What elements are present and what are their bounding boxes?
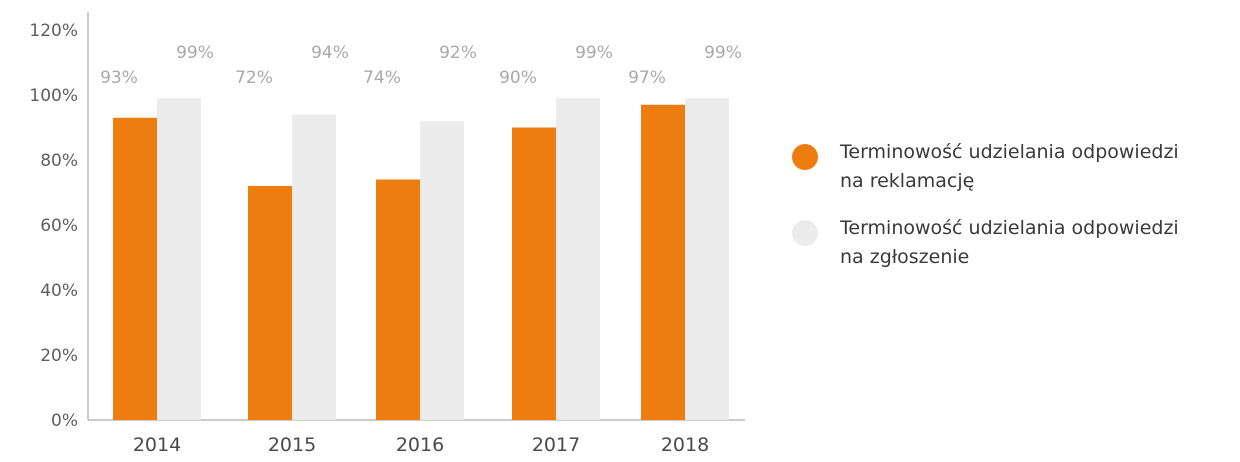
bar-zgloszenia	[157, 98, 201, 420]
x-tick-label: 2014	[133, 434, 181, 456]
x-tick-label: 2016	[396, 434, 444, 456]
bar-zgloszenia	[685, 98, 729, 420]
data-label: 92%	[439, 43, 477, 63]
bar-reklamacje	[376, 179, 420, 420]
bar-reklamacje	[512, 127, 556, 420]
legend-label-line2: na zgłoszenie	[840, 246, 970, 268]
legend-label: Terminowość udzielania odpowiedzi na rek…	[840, 138, 1235, 196]
legend-label-line1: Terminowość udzielania odpowiedzi	[840, 141, 1179, 163]
x-tick-label: 2017	[532, 434, 580, 456]
data-label: 74%	[363, 68, 401, 88]
data-label: 90%	[499, 68, 537, 88]
y-tick-label: 40%	[40, 281, 78, 301]
bar-zgloszenia	[420, 121, 464, 420]
chart-plot: 0% 20% 40% 60% 80% 100% 120% 93% 99% 2014 72% 94% 20…	[29, 12, 745, 456]
y-tick-label: 80%	[40, 151, 78, 171]
y-tick-label: 0%	[51, 411, 78, 431]
bar-chart: 0% 20% 40% 60% 80% 100% 120% 93% 99% 2014 72% 94% 20…	[29, 12, 745, 456]
data-label: 99%	[575, 43, 613, 63]
data-label: 72%	[235, 68, 273, 88]
data-label: 94%	[311, 43, 349, 63]
x-tick-label: 2015	[268, 434, 316, 456]
data-label: 97%	[628, 68, 666, 88]
legend: Terminowość udzielania odpowiedzi na rek…	[790, 138, 1235, 290]
data-label: 99%	[704, 43, 742, 63]
legend-item-reklamacje: Terminowość udzielania odpowiedzi na rek…	[790, 138, 1235, 196]
bar-reklamacje	[641, 104, 685, 420]
x-tick-label: 2018	[661, 434, 709, 456]
legend-item-zgloszenia: Terminowość udzielania odpowiedzi na zgł…	[790, 214, 1235, 272]
data-label: 93%	[100, 68, 138, 88]
legend-swatch-orange	[792, 144, 818, 170]
y-tick-label: 100%	[29, 86, 78, 106]
bar-reklamacje	[248, 186, 292, 420]
bar-zgloszenia	[292, 114, 336, 420]
legend-label: Terminowość udzielania odpowiedzi na zgł…	[840, 214, 1235, 272]
y-tick-label: 120%	[29, 21, 78, 41]
bar-zgloszenia	[556, 98, 600, 420]
y-tick-label: 20%	[40, 346, 78, 366]
y-tick-label: 60%	[40, 216, 78, 236]
legend-swatch-gray	[792, 220, 818, 246]
legend-label-line1: Terminowość udzielania odpowiedzi	[840, 217, 1179, 239]
bar-reklamacje	[113, 117, 157, 420]
legend-label-line2: na reklamację	[840, 170, 975, 192]
data-label: 99%	[176, 43, 214, 63]
